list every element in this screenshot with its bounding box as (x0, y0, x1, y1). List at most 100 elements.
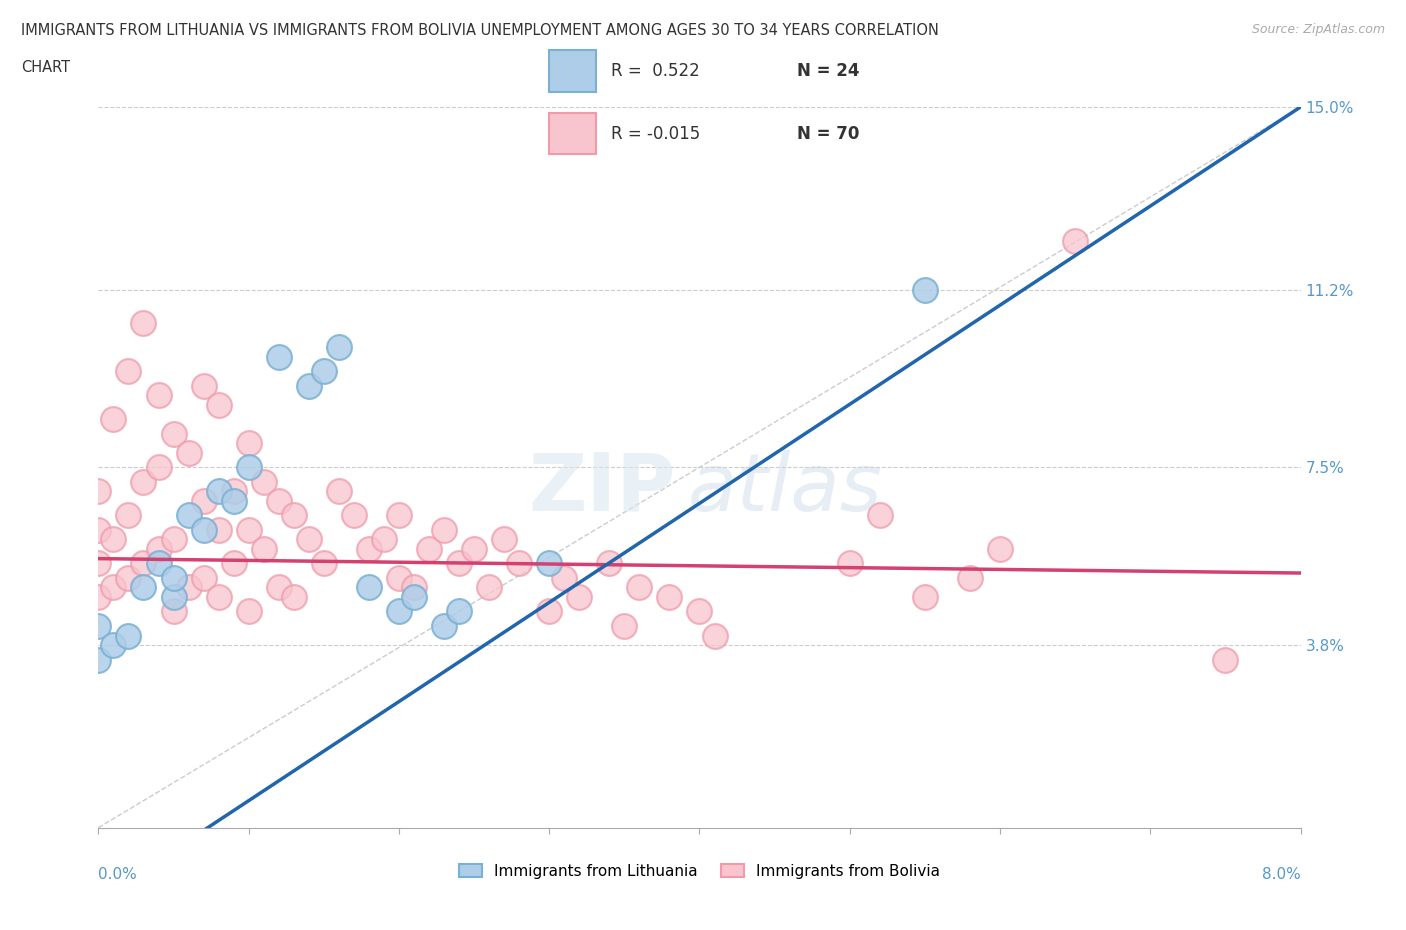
Point (447, 556, 470, 571)
Point (433, 618, 456, 633)
Point (914, 590, 936, 604)
Point (117, 628, 139, 643)
Point (283, 508, 305, 523)
Point (538, 556, 561, 571)
Text: R =  0.522: R = 0.522 (612, 62, 700, 80)
Point (689, 604, 711, 619)
Point (208, 523, 231, 538)
Point (87, 590, 110, 604)
Point (553, 570, 575, 585)
Point (598, 556, 620, 571)
Point (267, 580, 290, 595)
Point (508, 556, 530, 571)
Point (148, 460, 170, 475)
Point (222, 494, 245, 509)
Point (117, 570, 139, 585)
FancyBboxPatch shape (548, 113, 596, 154)
Point (193, 494, 215, 509)
Point (418, 541, 440, 556)
Point (87, 652, 110, 667)
Point (208, 397, 231, 412)
Point (87, 484, 110, 498)
Point (357, 541, 380, 556)
Point (193, 379, 215, 393)
Point (463, 541, 485, 556)
Point (132, 316, 155, 331)
Text: R = -0.015: R = -0.015 (612, 125, 700, 142)
Point (298, 532, 321, 547)
Point (658, 590, 681, 604)
Point (238, 604, 260, 619)
Point (177, 445, 200, 460)
Point (914, 282, 936, 297)
Point (568, 590, 591, 604)
Point (162, 426, 184, 441)
Point (388, 508, 411, 523)
Text: ZIP: ZIP (529, 450, 675, 528)
Point (869, 508, 891, 523)
Point (103, 638, 125, 653)
Point (177, 508, 200, 523)
Point (1064, 234, 1087, 249)
Point (402, 590, 425, 604)
Point (238, 436, 260, 451)
Point (148, 541, 170, 556)
Point (357, 580, 380, 595)
Point (87, 523, 110, 538)
Point (838, 556, 860, 571)
Point (312, 556, 335, 571)
Point (238, 460, 260, 475)
Point (193, 523, 215, 538)
Point (132, 556, 155, 571)
Point (343, 508, 366, 523)
Point (162, 532, 184, 547)
Text: 8.0%: 8.0% (1261, 868, 1301, 883)
Point (222, 556, 245, 571)
Text: Source: ZipAtlas.com: Source: ZipAtlas.com (1251, 23, 1385, 36)
Point (703, 628, 725, 643)
Point (253, 474, 276, 489)
Point (117, 508, 139, 523)
Point (177, 580, 200, 595)
Point (402, 580, 425, 595)
Point (267, 494, 290, 509)
Point (103, 532, 125, 547)
Point (222, 484, 245, 498)
Point (1215, 652, 1237, 667)
Point (267, 350, 290, 365)
Point (238, 523, 260, 538)
Point (298, 379, 321, 393)
Text: N = 70: N = 70 (797, 125, 860, 142)
Point (988, 541, 1011, 556)
Point (373, 532, 395, 547)
Point (103, 412, 125, 427)
Point (478, 580, 501, 595)
Text: atlas: atlas (688, 450, 882, 528)
Point (628, 580, 651, 595)
FancyBboxPatch shape (548, 50, 596, 92)
Point (208, 484, 231, 498)
Point (447, 604, 470, 619)
Text: N = 24: N = 24 (797, 62, 860, 80)
Point (312, 364, 335, 379)
Point (208, 590, 231, 604)
Point (117, 364, 139, 379)
Point (388, 604, 411, 619)
Point (193, 570, 215, 585)
Point (433, 523, 456, 538)
Legend: Immigrants from Lithuania, Immigrants from Bolivia: Immigrants from Lithuania, Immigrants fr… (453, 857, 946, 885)
Point (87, 556, 110, 571)
Point (132, 580, 155, 595)
Text: IMMIGRANTS FROM LITHUANIA VS IMMIGRANTS FROM BOLIVIA UNEMPLOYMENT AMONG AGES 30 : IMMIGRANTS FROM LITHUANIA VS IMMIGRANTS … (21, 23, 939, 38)
Point (148, 388, 170, 403)
Point (959, 570, 981, 585)
Point (148, 556, 170, 571)
Point (538, 604, 561, 619)
Point (613, 618, 636, 633)
Text: 0.0%: 0.0% (98, 868, 138, 883)
Point (328, 484, 350, 498)
Text: CHART: CHART (21, 60, 70, 75)
Point (494, 532, 516, 547)
Point (162, 604, 184, 619)
Point (103, 580, 125, 595)
